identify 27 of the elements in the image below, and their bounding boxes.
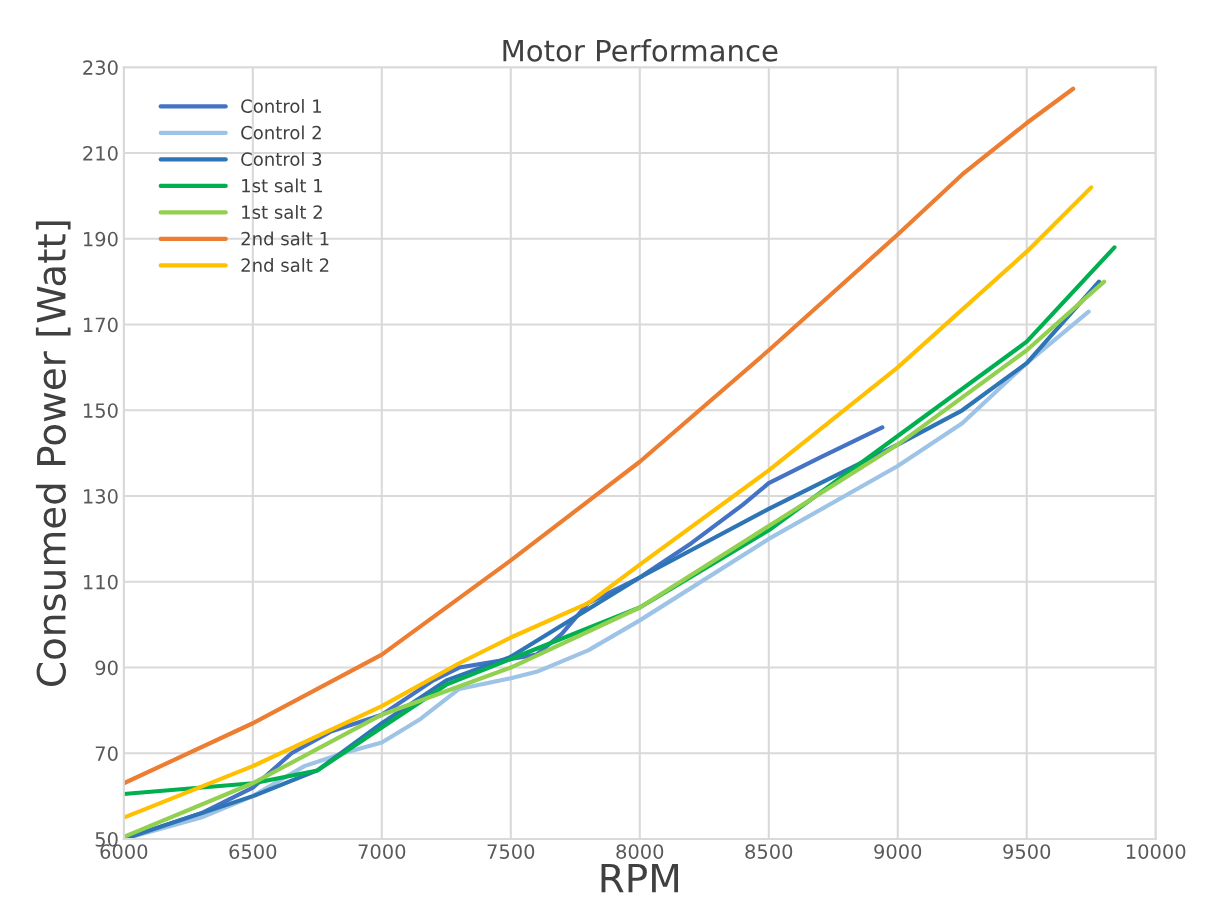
x-tick-label: 8000 <box>616 844 664 859</box>
legend-label: Control 3 <box>241 151 322 166</box>
x-tick-label: 8500 <box>745 844 793 859</box>
chart-title: Motor Performance <box>503 39 778 62</box>
y-tick-label: 90 <box>95 660 118 676</box>
x-tick-label: 6500 <box>229 844 277 859</box>
y-tick-label: 230 <box>83 60 118 75</box>
x-tick-label: 7500 <box>487 844 535 859</box>
y-tick-label: 170 <box>83 317 118 333</box>
legend-label: 1st salt 2 <box>242 205 322 219</box>
x-tick-label: 10000 <box>1126 844 1186 859</box>
y-tick-label: 210 <box>83 146 118 161</box>
y-tick-label: 190 <box>83 231 118 247</box>
y-tick-label: 130 <box>83 488 118 504</box>
y-tick-label: 150 <box>83 403 118 418</box>
legend-label: 1st salt 1 <box>242 178 322 193</box>
legend-label: Control 2 <box>241 125 321 140</box>
x-tick-label: 7000 <box>358 844 406 859</box>
x-tick-label: 9000 <box>874 844 922 859</box>
legend-label: 2nd salt 1 <box>241 231 329 246</box>
legend-label: Control 1 <box>241 98 321 113</box>
y-tick-label: 70 <box>95 746 118 761</box>
x-axis-title: RPM <box>601 863 678 893</box>
y-tick-label: 110 <box>83 574 118 590</box>
y-axis-title: Consumed Power [Watt] <box>35 221 71 686</box>
legend-label: 2nd salt 2 <box>241 258 329 272</box>
x-tick-label: 9500 <box>1003 844 1051 859</box>
